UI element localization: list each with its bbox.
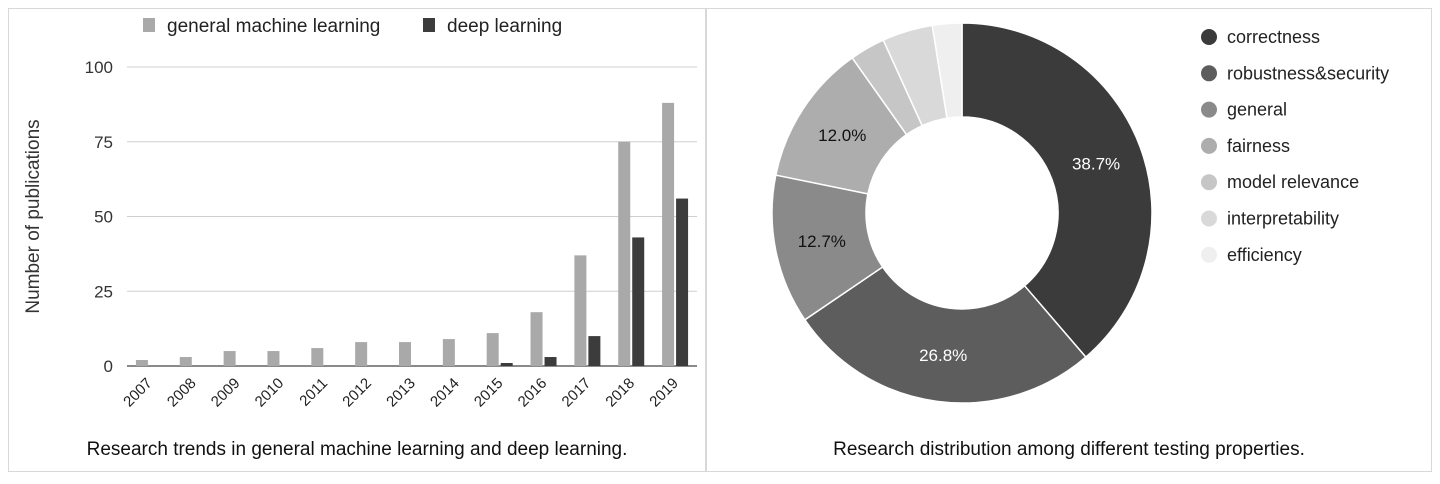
bar-deep-learning	[632, 237, 645, 366]
donut-slice-correctness	[961, 22, 1153, 359]
y-tick-label: 100	[85, 58, 113, 77]
bar-general-ml	[355, 342, 368, 366]
donut-slice-label: 12.7%	[798, 232, 846, 251]
legend-dot	[1201, 137, 1217, 154]
bar-general-ml	[267, 351, 280, 366]
bar-general-ml	[662, 102, 675, 366]
y-tick-label: 75	[94, 133, 113, 152]
bar-deep-learning	[588, 336, 601, 366]
x-tick-label: 2007	[120, 375, 156, 411]
y-tick-label: 50	[94, 208, 113, 227]
legend-dot	[1201, 246, 1217, 263]
bar-chart-panel: 0 25 50 75 100 Number of publications 2007 2008…	[8, 8, 706, 472]
legend-label: general	[1227, 100, 1287, 120]
x-tick-label: 2014	[427, 375, 463, 411]
bar-general-ml	[618, 141, 631, 366]
x-tick-label: 2015	[471, 375, 507, 411]
legend-label-deep-learning: deep learning	[447, 16, 562, 37]
x-tick-label: 2017	[559, 375, 595, 411]
bar-general-ml	[311, 348, 324, 366]
legend-dot	[1201, 65, 1217, 82]
bar-general-ml	[223, 351, 236, 366]
bar-chart-caption: Research trends in general machine learn…	[86, 439, 628, 460]
donut-slice-label: 26.8%	[919, 346, 967, 365]
x-tick-label: 2019	[646, 375, 682, 411]
donut-slice-label: 12.0%	[818, 126, 866, 145]
bar-general-ml	[179, 357, 192, 366]
y-axis-title: Number of publications	[23, 119, 44, 313]
donut-chart-caption: Research distribution among different te…	[833, 439, 1305, 460]
bar-general-ml	[135, 360, 148, 366]
bar-deep-learning	[500, 363, 513, 366]
legend-dot	[1201, 210, 1217, 227]
legend-label: model relevance	[1227, 172, 1359, 192]
x-tick-label: 2018	[602, 375, 638, 411]
donut-slice-robustness-security	[803, 265, 1087, 404]
y-tick-label: 25	[94, 282, 113, 301]
legend-label: correctness	[1227, 27, 1320, 47]
legend-label: robustness&security	[1227, 63, 1389, 83]
donut-chart: 38.7% 26.8% 12.7% 12.0% correctness robustnes…	[771, 22, 1389, 404]
x-tick-label: 2013	[383, 375, 419, 411]
bar-general-ml	[486, 333, 499, 366]
legend-dot	[1201, 101, 1217, 118]
x-tick-label: 2009	[208, 375, 244, 411]
legend-label: fairness	[1227, 136, 1290, 156]
donut-slice-label: 38.7%	[1072, 154, 1120, 173]
y-tick-label: 0	[104, 357, 113, 376]
legend-swatch-deep-learning	[423, 18, 435, 32]
legend-swatch-general-ml	[143, 18, 155, 32]
legend-label: interpretability	[1227, 209, 1339, 229]
x-tick-label: 2011	[296, 375, 331, 410]
legend-dot	[1201, 174, 1217, 191]
x-tick-label: 2008	[164, 375, 200, 411]
x-tick-label: 2016	[515, 375, 551, 411]
bar-general-ml	[574, 255, 587, 366]
bar-deep-learning	[676, 198, 689, 366]
bar-general-ml	[442, 339, 455, 366]
donut-chart-panel: 38.7% 26.8% 12.7% 12.0% correctness robustnes…	[706, 8, 1432, 472]
bar-general-ml	[399, 342, 411, 366]
bar-deep-learning	[544, 357, 557, 366]
bar-general-ml	[530, 312, 543, 366]
legend-label-general-ml: general machine learning	[167, 16, 380, 37]
legend-dot	[1201, 29, 1217, 45]
bar-chart: 0 25 50 75 100 Number of publications 2007 2008…	[23, 16, 697, 411]
legend-label: efficiency	[1227, 245, 1302, 265]
donut-slice-efficiency	[931, 22, 963, 120]
x-tick-label: 2012	[339, 375, 375, 411]
x-tick-label: 2010	[252, 375, 288, 411]
